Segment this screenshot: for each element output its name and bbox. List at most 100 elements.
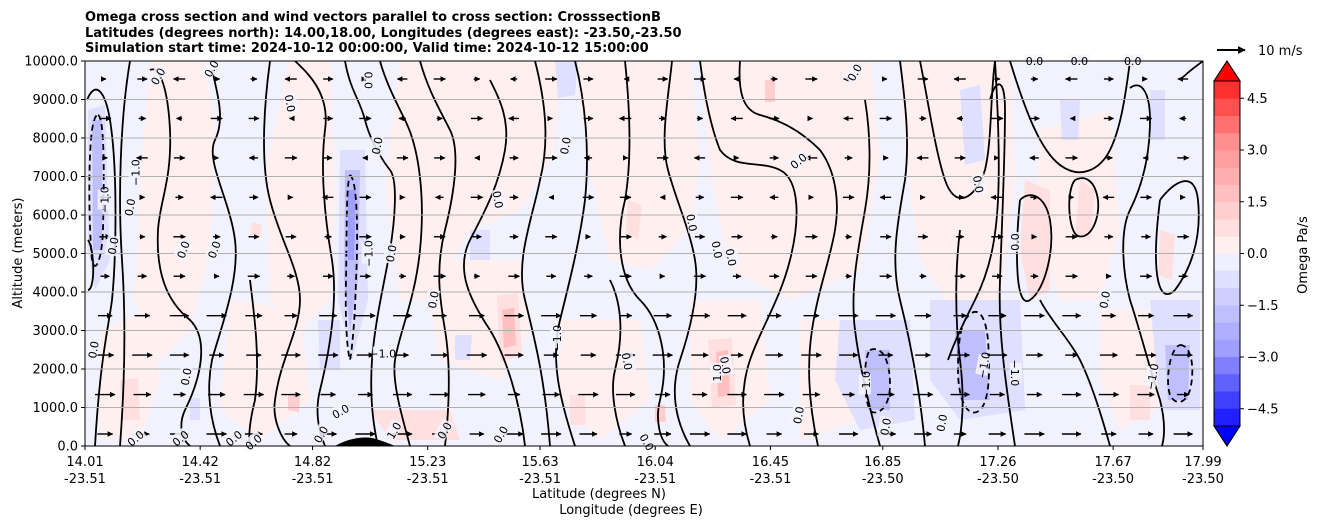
y-tick-label: 8000.0 (33, 132, 79, 147)
y-tick-label: 10000.0 (24, 55, 78, 70)
contour-label-bg (123, 426, 147, 449)
contour-label-group: −1.0 (97, 186, 112, 213)
contour-label-group: −1.0 (549, 325, 564, 352)
contour-label: 0.0 (934, 413, 950, 432)
contour-label-bg (1024, 54, 1045, 66)
contour-label-bg (433, 418, 454, 442)
contour-line (119, 61, 131, 446)
x-tick-lon: -23.50 (1092, 472, 1134, 487)
contour-line (955, 229, 964, 446)
colorbar-segment (1214, 270, 1240, 289)
contour-label-group: 0.0 (1007, 231, 1022, 252)
positive-region (1130, 385, 1150, 420)
contour-label-bg (710, 238, 726, 261)
contour-label-bg (556, 134, 573, 157)
terrain (335, 437, 395, 446)
x-tick-lon: -23.50 (1182, 472, 1224, 487)
contour-label-bg (121, 196, 137, 219)
negative-region (955, 330, 990, 400)
contour-label-group: 0.0 (709, 238, 726, 261)
colorbar-label: Omega Pa/s (1296, 216, 1311, 294)
x-tick-lat: 15.23 (409, 455, 446, 470)
contour-label: 0.0 (970, 175, 986, 194)
colorbar-segment (1214, 339, 1240, 358)
contour-label-bg (1096, 288, 1112, 311)
omega-fill-patches (88, 61, 1200, 440)
contour-line (208, 69, 237, 446)
contour-label: 0.0 (206, 239, 224, 260)
contour-label: 0.0 (179, 367, 195, 386)
positive-region (575, 61, 700, 270)
contour-label: 0.0 (426, 290, 442, 309)
colorbar-segment (1214, 81, 1240, 99)
contour-label-bg (685, 211, 701, 234)
contour-label: 0.0 (123, 198, 139, 217)
contour-label-bg (491, 188, 507, 211)
quiver-key-label: 10 m/s (1258, 44, 1303, 59)
contour-label-bg (283, 92, 299, 115)
contour-line (87, 239, 95, 291)
x-tick-lat: 17.26 (979, 455, 1016, 470)
x-tick-lat: 16.45 (752, 455, 789, 470)
contour-label-group: 0.0 (723, 246, 740, 269)
contour-label-group: 0.0 (368, 134, 386, 157)
contour-label-bg (1122, 54, 1143, 66)
contour-label-bg (200, 56, 221, 80)
negative-region (1060, 100, 1080, 140)
contour-label: −1.0 (369, 348, 396, 361)
contour-label-bg (382, 418, 404, 442)
contour-label-bg (718, 354, 735, 376)
contour-label-bg (97, 189, 110, 210)
contour-label-bg (858, 374, 871, 395)
colorbar-segment (1214, 322, 1240, 341)
contour-label: −1.0 (1144, 363, 1161, 392)
chart-title-line-3: Simulation start time: 2024-10-12 00:00:… (85, 41, 649, 56)
positive-region (120, 378, 140, 420)
contour-label-bg (361, 243, 374, 264)
colorbar-segment (1214, 115, 1240, 134)
contour-label-bg (204, 237, 223, 261)
positive-region (385, 61, 560, 300)
y-axis-label: Altitude (meters) (11, 198, 26, 309)
contour-label: −1.0 (130, 159, 143, 186)
colorbar-under-extension (1213, 425, 1241, 447)
colorbar-segment (1214, 201, 1240, 220)
x-axis: 14.01 -23.51 14.42 -23.51 14.82 -23.51 15.23 -2… (64, 446, 1224, 487)
y-tick-label: 5000.0 (33, 247, 79, 262)
contour-line (379, 61, 423, 446)
contour-label-group: −1.0 (975, 351, 993, 380)
contour-label-bg (710, 362, 723, 383)
colorbar-tick-label: −4.5 (1247, 402, 1279, 417)
contour-label-bg (84, 338, 101, 361)
x-tick-lat: 14.01 (66, 455, 103, 470)
negative-region (1150, 90, 1165, 140)
colorbar-over-extension (1213, 60, 1241, 82)
contour-label-bg (309, 422, 331, 446)
y-tick-label: 4000.0 (33, 286, 79, 301)
contour-label-bg (424, 288, 440, 311)
contour-line (609, 279, 626, 446)
contour-label-bg (241, 430, 265, 453)
contour-label-group: 0.0 (424, 288, 442, 311)
contour-label-group: 0.0 (1096, 288, 1113, 311)
contour-label-group: 0.0 (282, 92, 299, 115)
positive-region (1100, 310, 1170, 430)
y-tick-label: 0.0 (57, 440, 78, 455)
contour-label-bg (637, 429, 658, 454)
contour-line (149, 68, 203, 446)
contour-label: 0.0 (878, 417, 894, 436)
contour-label-group: 0.0 (683, 211, 701, 234)
contour-label-group: −1.0 (361, 240, 376, 267)
colorbar-segment (1214, 288, 1240, 306)
contour-line (294, 61, 335, 446)
contour-label-group: 0.0 (556, 134, 574, 157)
colorbar-segment (1214, 305, 1240, 323)
x-tick-lon: -23.51 (634, 472, 676, 487)
colorbar-segment (1214, 357, 1240, 375)
contour-label-group: −1.0 (1143, 363, 1162, 392)
contour-label: 0.0 (175, 239, 193, 260)
y-tick-label: 6000.0 (33, 209, 79, 224)
negative-region (1165, 345, 1190, 400)
contour-label-group: 0.0 (173, 237, 193, 261)
